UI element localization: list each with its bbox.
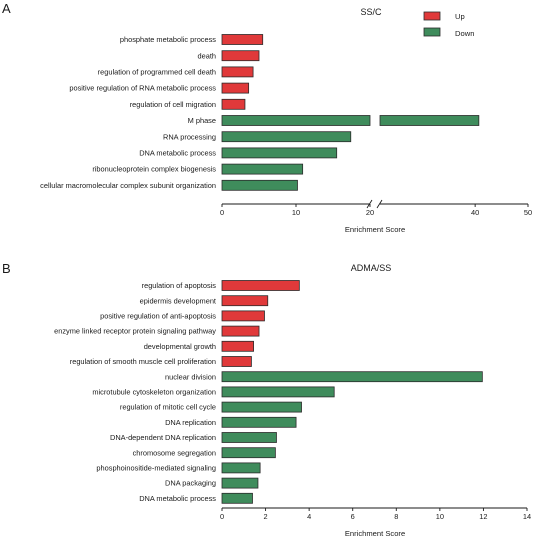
- category-label: DNA metabolic process: [139, 149, 216, 158]
- legend: Up Down: [423, 11, 474, 38]
- category-label: chromosome segregation: [133, 448, 216, 457]
- panel-letter-a: A: [2, 1, 11, 16]
- bar-developmental-growth: [221, 340, 254, 352]
- x-axis-label-b: Enrichment Score: [345, 529, 405, 538]
- bar-regulation-of-apoptosis: [221, 280, 300, 291]
- category-label: regulation of apoptosis: [142, 281, 217, 290]
- tick-label: 0: [220, 512, 224, 521]
- category-label: regulation of cell migration: [130, 100, 216, 109]
- category-label: phosphoinositide-mediated signaling: [96, 464, 216, 473]
- bar-epidermis-development: [221, 295, 269, 307]
- bar-enzyme-linked-receptor-protein-signaling-pathway: [221, 325, 260, 337]
- x-axis-b: 0 2 4 6 8 10 12 14: [220, 507, 531, 521]
- category-labels-b: regulation of apoptosis epidermis develop…: [54, 281, 216, 503]
- bar-regulation-of-smooth-muscle-cell-proliferation: [221, 356, 252, 367]
- bars-a: [221, 34, 480, 191]
- chart-title-b: ADMA/SS: [351, 263, 392, 273]
- panel-letter-b: B: [2, 261, 11, 276]
- axis-break-mark: [376, 199, 383, 209]
- tick-label: 0: [220, 208, 224, 217]
- category-label: phosphate metabolic process: [120, 35, 216, 44]
- bar-m-phase-upper: [379, 115, 480, 126]
- tick-label: 10: [292, 208, 300, 217]
- bar-phosphoinositide-mediated-signaling: [221, 462, 261, 474]
- bar-dna-metabolic-process: [221, 492, 253, 504]
- category-label: ribonucleoprotein complex biogenesis: [92, 165, 216, 174]
- bar-death: [221, 50, 260, 62]
- tick-label: 12: [479, 512, 487, 521]
- tick-label: 10: [436, 512, 444, 521]
- x-axis-a: 0 10 20 40 50: [220, 199, 532, 217]
- category-label: regulation of programmed cell death: [98, 68, 216, 77]
- category-label: positive regulation of RNA metabolic pro…: [69, 84, 216, 93]
- tick-label: 2: [264, 512, 268, 521]
- category-label: DNA packaging: [165, 479, 216, 488]
- bar-ribonucleoprotein-complex-biogenesis: [221, 163, 304, 175]
- tick-label: 20: [366, 208, 374, 217]
- panel-a: A SS/C Up Down phosphate metabolic proce…: [2, 1, 532, 234]
- tick-label: 14: [523, 512, 531, 521]
- tick-label: 8: [394, 512, 398, 521]
- legend-swatch-up: [423, 11, 441, 21]
- category-label: DNA-dependent DNA replication: [110, 433, 216, 442]
- category-label: enzyme linked receptor protein signaling…: [54, 327, 216, 336]
- bar-dna-replication: [221, 416, 297, 428]
- legend-swatch-down: [423, 27, 441, 37]
- bar-dna-packaging: [221, 477, 259, 489]
- bar-phosphate-metabolic-process: [221, 34, 264, 45]
- category-label: DNA replication: [165, 418, 216, 427]
- bar-dna-dependent-dna-replication: [221, 432, 277, 443]
- tick-label: 4: [307, 512, 311, 521]
- category-label: regulation of smooth muscle cell prolife…: [70, 357, 216, 366]
- x-axis-label-a: Enrichment Score: [345, 225, 405, 234]
- category-label: RNA processing: [163, 132, 216, 141]
- category-label: DNA metabolic process: [139, 494, 216, 503]
- bars-b: [221, 280, 483, 504]
- bar-positive-regulation-of-anti-apoptosis: [221, 310, 265, 322]
- category-labels-a: phosphate metabolic process death regulati…: [40, 35, 216, 190]
- bar-regulation-of-cell-migration: [221, 98, 246, 110]
- bar-microtubule-cytoskeleton-organization: [221, 386, 335, 398]
- tick-label: 50: [524, 208, 532, 217]
- category-label: microtubule cytoskeleton organization: [92, 388, 216, 397]
- bar-dna-metabolic-process: [221, 147, 338, 159]
- chart-title-a: SS/C: [360, 7, 382, 17]
- axis-break-mark: [366, 199, 373, 209]
- category-label: developmental growth: [144, 342, 216, 351]
- category-label: cellular macromolecular complex subunit …: [40, 181, 216, 190]
- legend-label-up: Up: [455, 12, 465, 21]
- category-label: death: [198, 51, 217, 60]
- bar-cellular-macromolecular-complex-subunit-organization: [221, 179, 298, 191]
- bar-rna-processing: [221, 131, 352, 143]
- category-label: M phase: [188, 116, 216, 125]
- category-label: nuclear division: [165, 372, 216, 381]
- bar-regulation-of-mitotic-cell-cycle: [221, 401, 302, 413]
- bar-nuclear-division: [221, 371, 483, 383]
- legend-label-down: Down: [455, 29, 474, 38]
- tick-label: 40: [471, 208, 479, 217]
- tick-label: 6: [351, 512, 355, 521]
- bar-regulation-of-programmed-cell-death: [221, 66, 254, 78]
- bar-m-phase: [221, 115, 371, 126]
- panel-b: B ADMA/SS regulation of apoptosis epiderm…: [2, 261, 531, 538]
- category-label: positive regulation of anti-apoptosis: [100, 312, 216, 321]
- bar-chromosome-segregation: [221, 447, 276, 459]
- bar-positive-regulation-of-rna-metabolic-process: [221, 82, 250, 94]
- category-label: epidermis development: [140, 296, 216, 305]
- category-label: regulation of mitotic cell cycle: [120, 403, 216, 412]
